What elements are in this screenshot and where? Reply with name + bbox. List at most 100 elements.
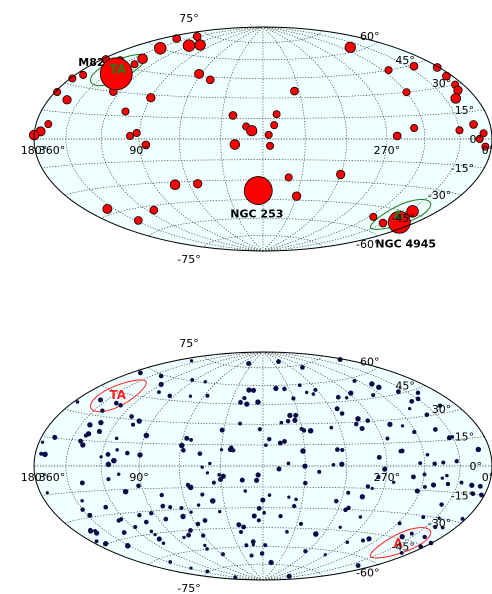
lat-tick-label: -60° <box>356 238 379 251</box>
event-marker <box>137 452 143 458</box>
event-marker <box>355 563 361 568</box>
source-marker <box>229 139 241 150</box>
event-marker <box>439 502 444 507</box>
lat-tick-label: -15° <box>451 490 474 503</box>
event-marker <box>153 533 157 537</box>
event-marker <box>125 450 130 456</box>
event-marker <box>432 461 437 466</box>
event-marker <box>382 466 388 472</box>
source-marker <box>172 34 182 43</box>
region-circle-ta <box>89 54 147 87</box>
lon-tick-label: 270° <box>374 144 401 157</box>
event-marker <box>78 438 83 444</box>
event-marker <box>87 422 93 428</box>
event-marker <box>250 539 256 545</box>
source-marker <box>68 74 77 83</box>
event-marker <box>208 461 212 466</box>
event-marker <box>301 428 307 433</box>
event-marker <box>244 543 249 548</box>
event-marker <box>182 535 186 540</box>
event-marker <box>103 504 109 510</box>
event-marker <box>259 551 265 556</box>
event-marker <box>202 518 208 523</box>
event-marker <box>409 398 415 404</box>
source-marker <box>205 75 215 85</box>
region-circle-a <box>369 526 432 559</box>
event-marker <box>83 433 88 438</box>
source-marker <box>384 66 393 75</box>
event-marker <box>297 383 302 388</box>
event-marker <box>298 521 303 526</box>
event-marker <box>239 530 243 535</box>
event-marker <box>189 359 194 363</box>
event-marker <box>168 505 173 510</box>
event-marker <box>358 515 363 519</box>
event-marker <box>361 538 366 543</box>
event-marker <box>80 498 84 503</box>
event-marker <box>359 425 365 432</box>
event-marker <box>255 472 261 478</box>
source-marker <box>290 86 299 96</box>
lat-tick-label: 60° <box>360 355 380 368</box>
event-marker <box>209 498 216 504</box>
event-marker <box>143 519 149 525</box>
event-marker <box>395 389 401 395</box>
lat-tick-label: 0° <box>469 460 482 473</box>
source-marker <box>154 41 167 55</box>
event-marker <box>256 505 262 511</box>
event-marker <box>246 387 252 393</box>
event-marker <box>105 461 112 468</box>
event-marker <box>189 566 193 570</box>
event-marker <box>227 446 234 453</box>
source-marker <box>194 68 205 79</box>
event-marker <box>138 370 143 376</box>
event-marker <box>131 422 136 427</box>
map-border <box>33 351 492 581</box>
event-marker <box>300 365 305 370</box>
source-marker <box>126 131 135 140</box>
event-marker <box>334 406 340 412</box>
event-marker <box>400 424 405 428</box>
event-marker <box>293 412 299 418</box>
source-marker <box>378 218 388 228</box>
event-marker <box>87 512 93 518</box>
event-marker <box>218 476 224 482</box>
source-marker <box>192 32 202 41</box>
event-marker <box>251 387 257 393</box>
event-marker <box>149 529 154 534</box>
source-marker <box>133 216 143 225</box>
source-marker <box>469 120 478 129</box>
source-marker <box>270 121 279 130</box>
named-source-label: NGC 253 <box>230 208 283 221</box>
event-marker <box>39 451 44 456</box>
event-marker <box>79 480 85 486</box>
event-marker <box>262 510 266 515</box>
event-marker <box>163 516 169 522</box>
lat-tick-label: 0° <box>469 133 482 146</box>
event-marker <box>189 437 194 442</box>
event-marker <box>211 480 216 485</box>
event-marker <box>376 454 382 460</box>
event-marker <box>414 488 420 494</box>
named-source-marker <box>243 176 273 205</box>
top-sky-map: M82 NGC 4945 NGC 253 TA A 75° 60° 45° 30° 15° 0° -1… <box>21 12 492 266</box>
event-marker <box>156 536 162 542</box>
event-marker <box>287 495 291 499</box>
map-background <box>34 352 492 580</box>
event-marker <box>196 503 201 507</box>
event-marker <box>236 522 242 528</box>
event-marker <box>181 448 186 453</box>
event-marker <box>333 498 339 504</box>
event-marker <box>239 477 245 483</box>
event-marker <box>148 510 154 516</box>
event-marker <box>365 484 371 489</box>
event-marker <box>441 460 446 465</box>
event-marker <box>376 475 381 480</box>
event-marker <box>459 480 464 485</box>
source-marker <box>137 53 148 65</box>
event-marker <box>273 385 279 392</box>
event-marker <box>106 477 111 482</box>
event-marker <box>291 503 297 509</box>
event-marker <box>102 540 109 547</box>
region-circle-ta <box>89 379 147 413</box>
